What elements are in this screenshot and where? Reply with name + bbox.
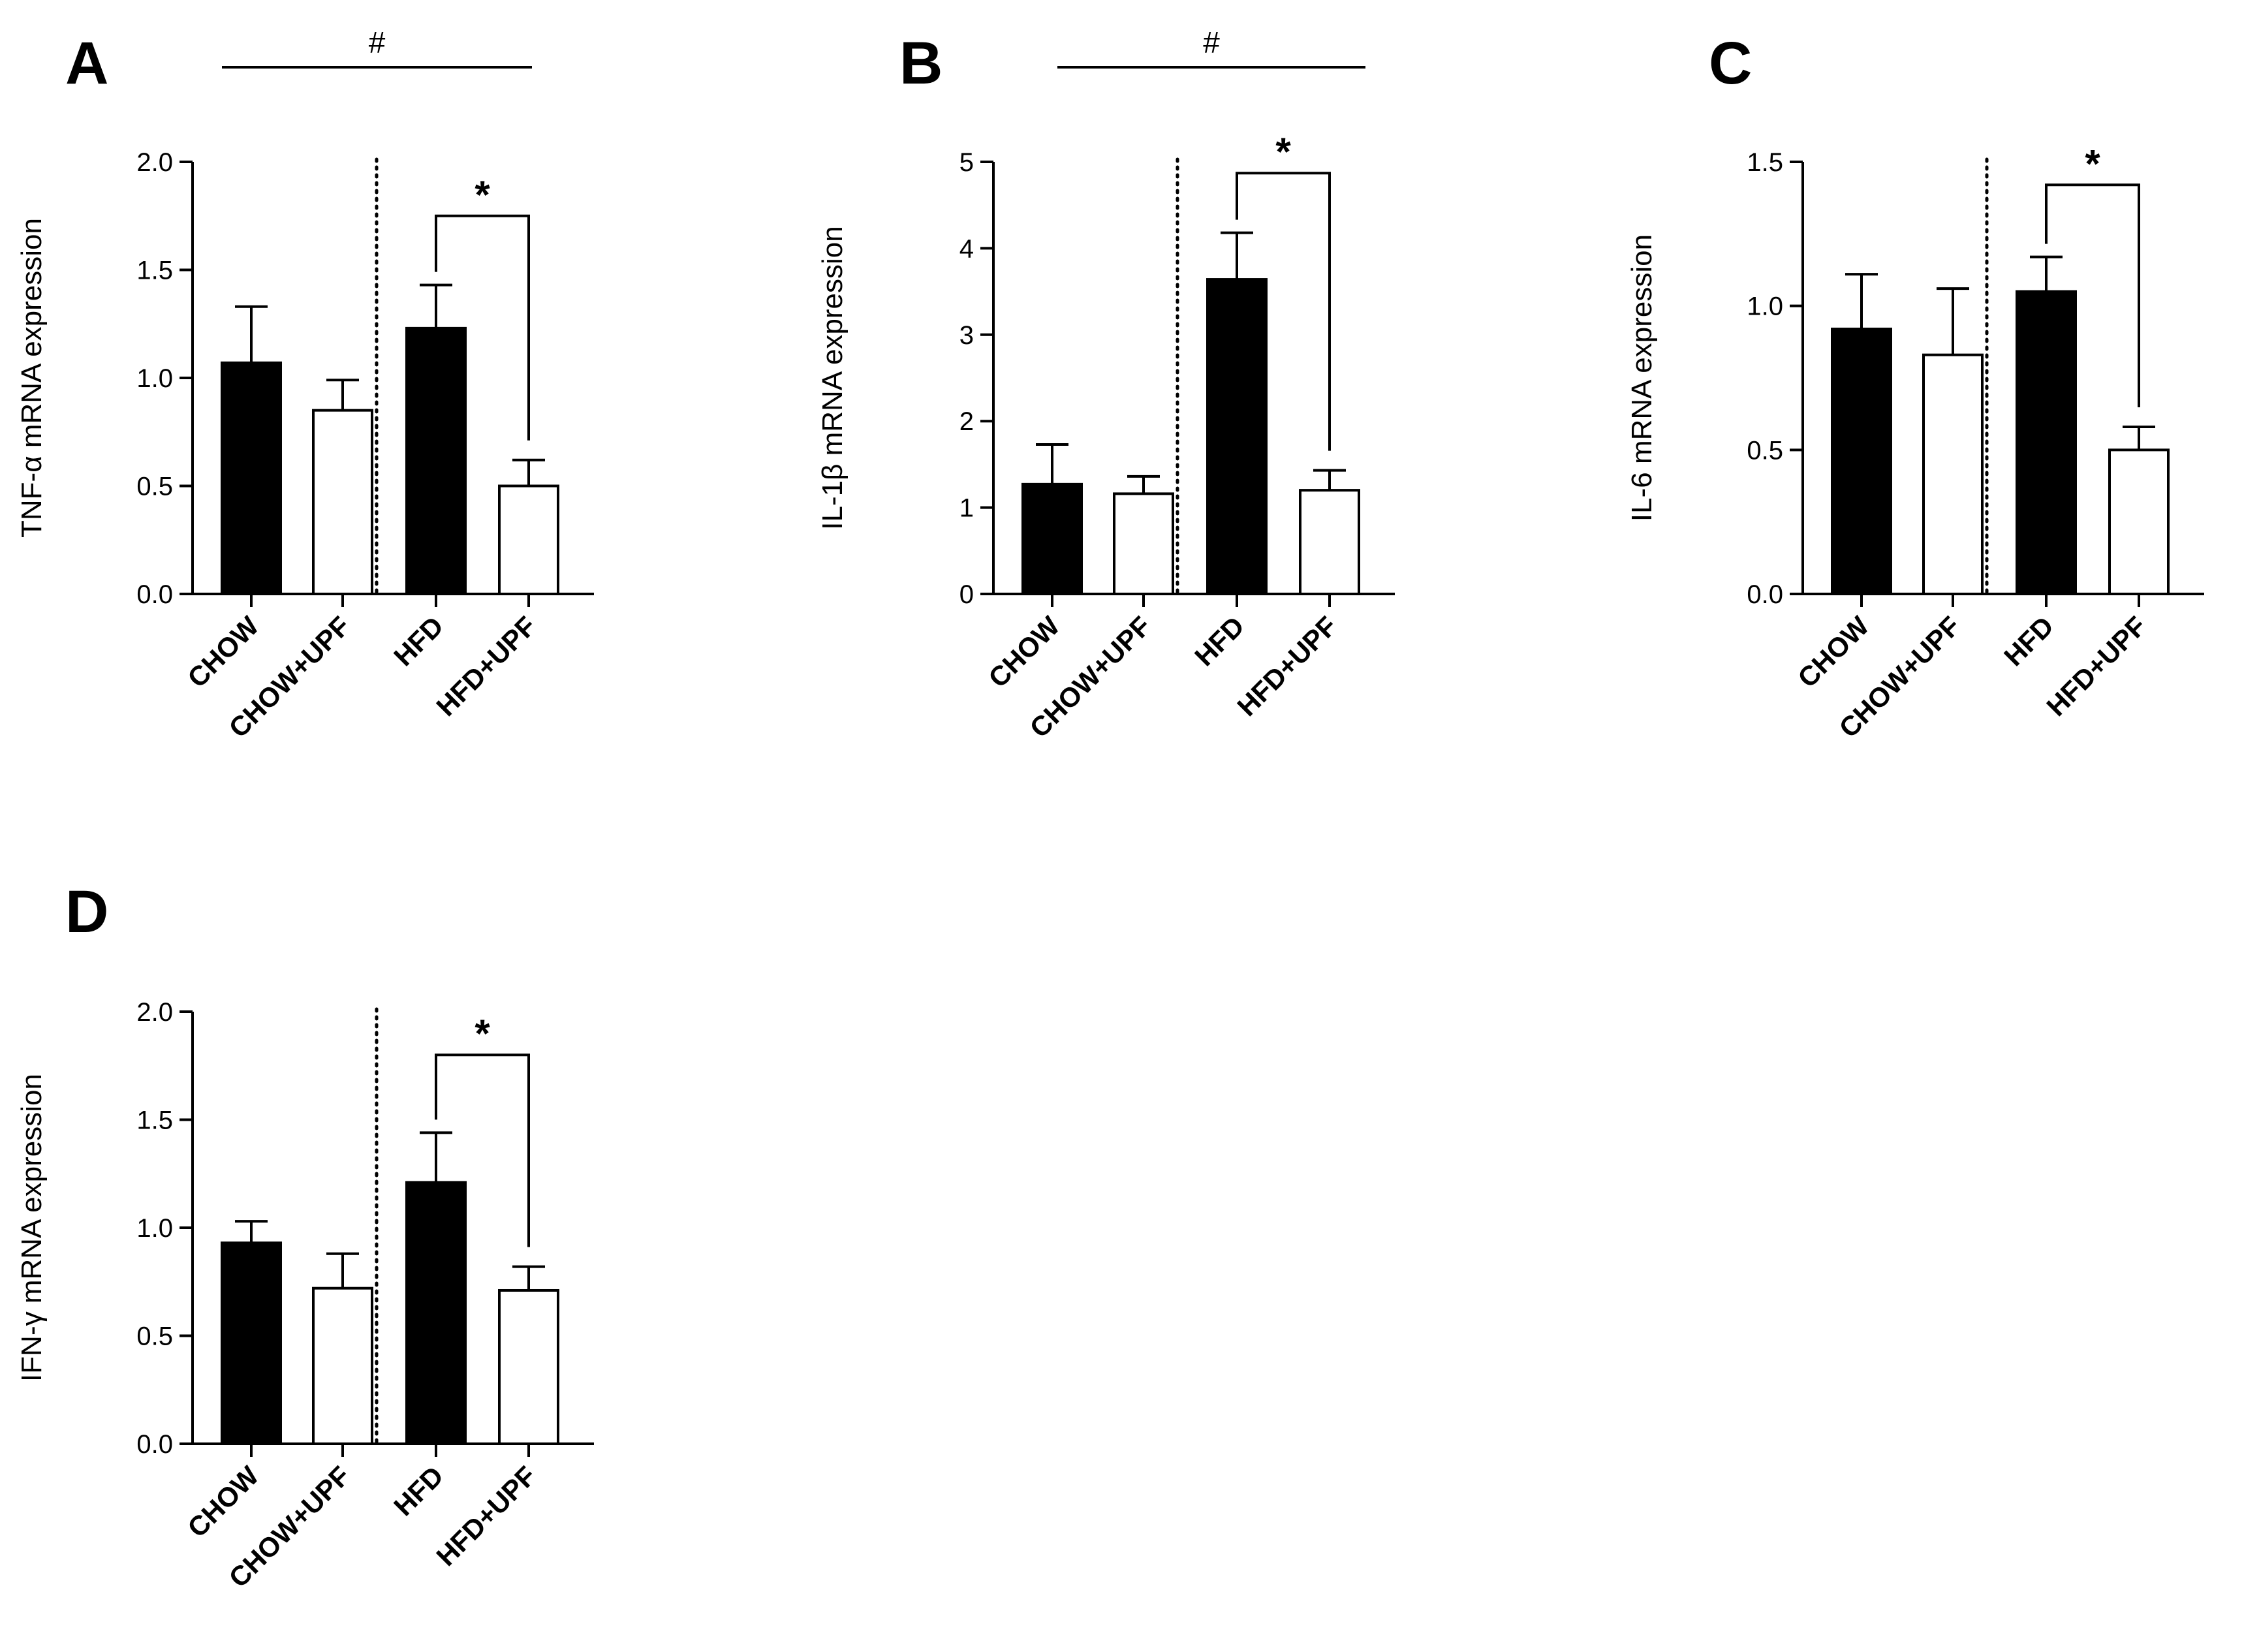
bar-chow-plus-upf: [312, 409, 373, 596]
x-tick-label: HFD: [1189, 610, 1250, 672]
panel-a: A 0.0 0.5 1.0 1.5 2.0 TNF-α mRNA expression CHO…: [16, 25, 594, 743]
panel-c: C0.00.51.01.5IL-6 mRNA expressionCHOWCHO…: [1626, 30, 2204, 743]
significance-bracket: [435, 1053, 530, 1247]
bar-hfd: [1206, 278, 1268, 595]
y-tick-label: 2.0: [136, 998, 173, 1027]
bar-chow-plus-upf: [1113, 492, 1174, 596]
panel-letter: B: [899, 30, 943, 97]
significance-bracket: [435, 214, 530, 441]
x-tick-label: HFD: [1998, 610, 2059, 672]
panel-letter: D: [65, 879, 108, 945]
y-tick-label: 2: [959, 407, 974, 436]
panel-letter: C: [1709, 30, 1752, 97]
x-tick-label: HFD+UPF: [1231, 610, 1343, 722]
x-tick-label: HFD: [388, 1460, 449, 1521]
panel-letter: A: [65, 30, 108, 97]
significance-label: *: [2085, 142, 2100, 185]
bar-hfd: [2016, 290, 2077, 595]
bar-hfd-plus-upf: [1299, 489, 1360, 595]
y-axis-title: IFN-γ mRNA expression: [16, 1074, 48, 1382]
y-tick-label: 1.0: [1747, 292, 1783, 321]
bar-hfd-plus-upf: [498, 484, 559, 595]
y-tick-label: 5: [959, 148, 974, 177]
y-axis-title: IL-6 mRNA expression: [1626, 234, 1658, 522]
x-tick-label: CHOW: [1792, 610, 1875, 694]
bar-hfd-plus-upf: [498, 1288, 559, 1445]
group-comparison-label: #: [1203, 25, 1220, 59]
x-tick-label: HFD+UPF: [2040, 610, 2152, 722]
y-tick-label: 0.0: [1747, 580, 1783, 609]
y-axis-title: TNF-α mRNA expression: [16, 218, 48, 538]
group-comparison-label: #: [369, 25, 386, 59]
x-tick-label: CHOW: [181, 1460, 265, 1544]
x-tick-label: CHOW: [181, 610, 265, 694]
y-tick-label: 1.5: [1747, 148, 1783, 177]
y-tick-label: 0.5: [1747, 436, 1783, 465]
bar-chow: [1021, 482, 1083, 595]
bar-chow: [1831, 327, 1892, 595]
y-axis-title: IL-1β mRNA expression: [817, 226, 849, 529]
x-tick-label: HFD+UPF: [430, 610, 542, 722]
y-tick-label: 1.0: [136, 1214, 173, 1243]
y-tick-label: 0.0: [136, 580, 173, 609]
y-tick-label: 1.5: [136, 257, 173, 285]
bar-chow: [221, 361, 282, 596]
significance-label: *: [475, 1012, 490, 1055]
y-tick-label: 1.5: [136, 1106, 173, 1135]
bar-chow-plus-upf: [1922, 353, 1984, 596]
significance-bracket: [2045, 183, 2140, 408]
y-tick-label: 1: [959, 494, 974, 523]
x-tick-label: HFD: [388, 610, 449, 672]
x-tick-label: HFD+UPF: [430, 1460, 542, 1572]
x-tick-label: CHOW: [982, 610, 1066, 694]
y-tick-label: 0.5: [136, 1322, 173, 1351]
bar-chow: [221, 1241, 282, 1446]
significance-label: *: [475, 173, 490, 217]
y-tick-label: 0.5: [136, 473, 173, 501]
y-tick-label: 1.0: [136, 364, 173, 393]
y-tick-label: 0.0: [136, 1430, 173, 1459]
panel-d: D 0.0 0.5 1.0 1.5 2.0 IFN-γ mRNA expression CHO…: [16, 879, 594, 1593]
bar-hfd: [405, 1181, 467, 1445]
significance-bracket: [1236, 172, 1331, 451]
y-tick-label: 2.0: [136, 148, 173, 177]
significance-label: *: [1275, 130, 1291, 174]
bar-hfd: [405, 326, 467, 595]
y-tick-label: 3: [959, 321, 974, 350]
bar-hfd-plus-upf: [2108, 448, 2170, 595]
bar-chow-plus-upf: [312, 1286, 373, 1446]
y-tick-label: 4: [959, 234, 974, 263]
y-tick-label: 0: [959, 580, 974, 609]
